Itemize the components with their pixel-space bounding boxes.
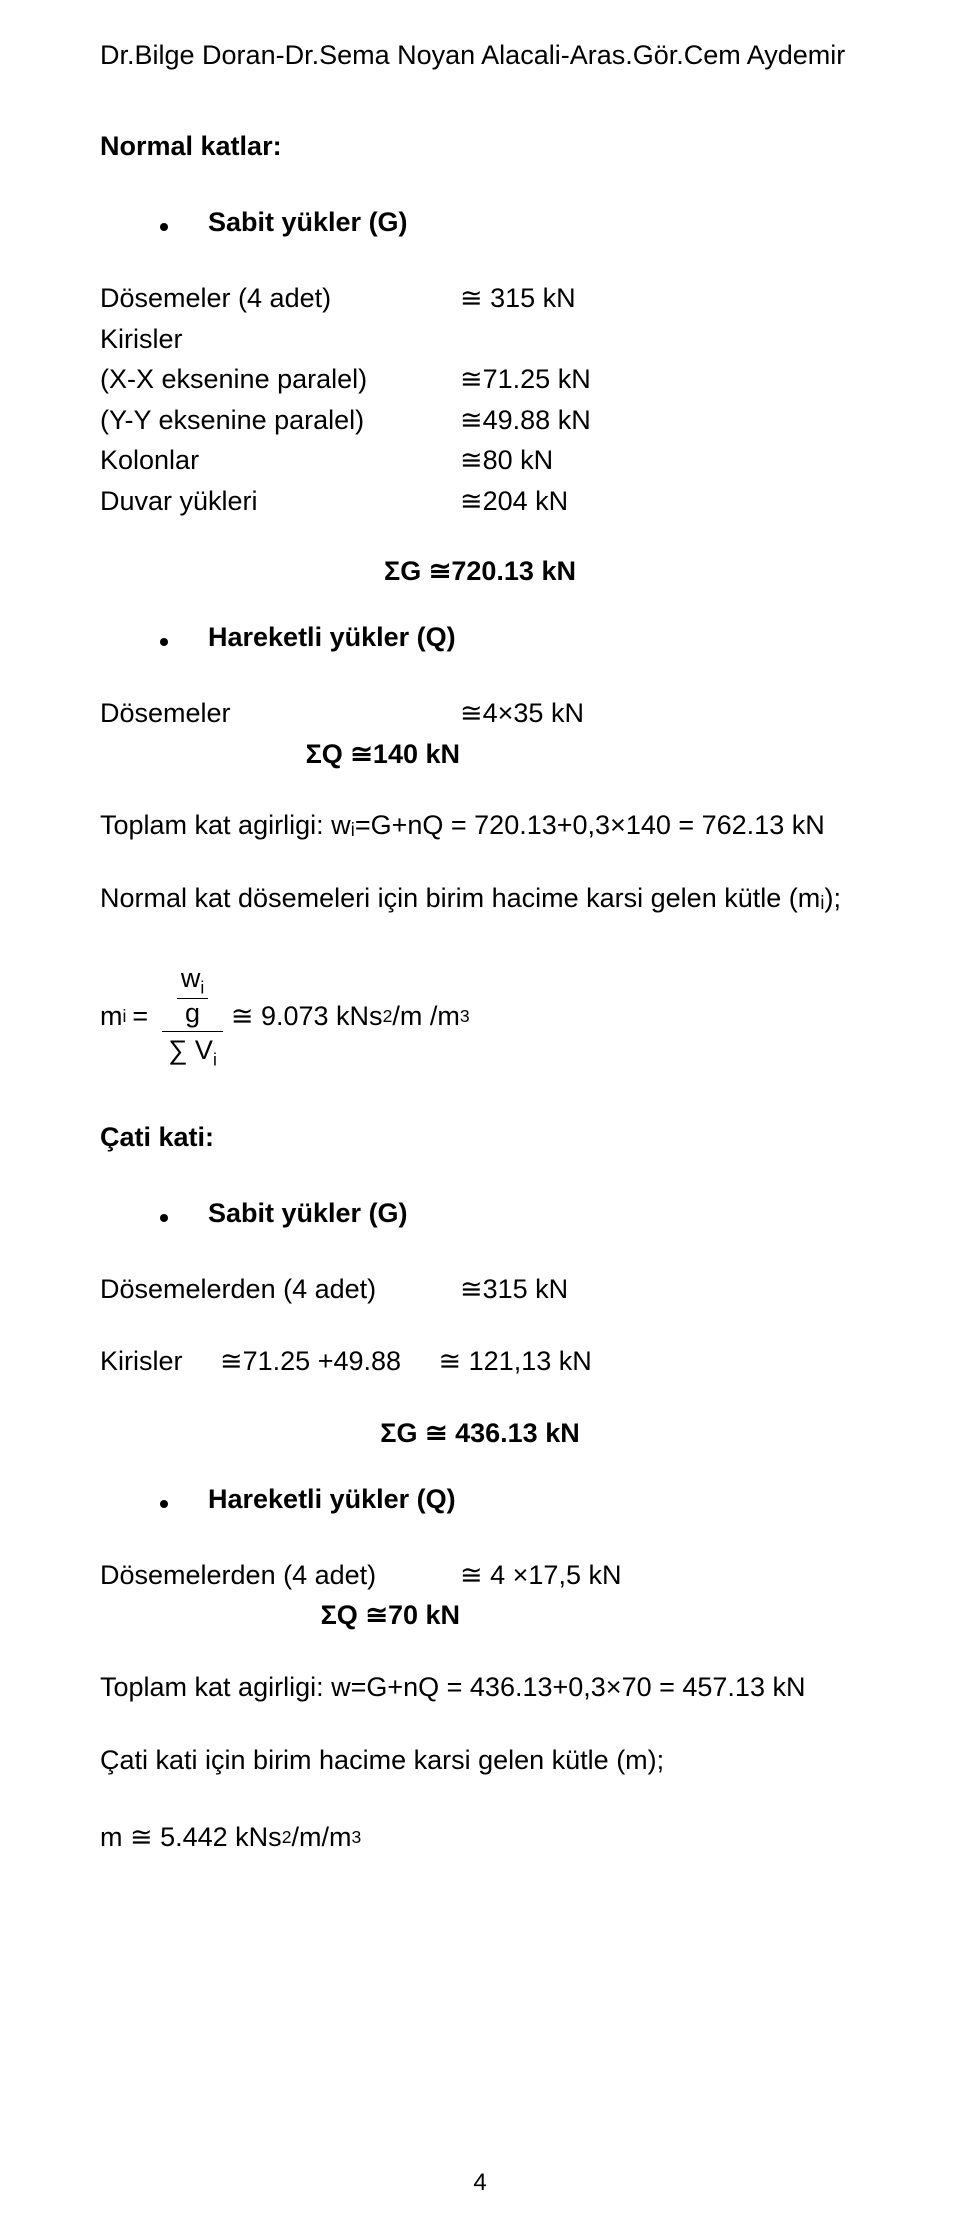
- normal-mass-intro: Normal kat dösemeleri için birim hacime …: [100, 877, 860, 920]
- sigma-g-cati-value: ΣG ≅ 436.13 kN: [380, 1418, 579, 1448]
- num-sub: i: [200, 978, 204, 998]
- row-label: ΣQ ≅140 kN: [100, 734, 500, 775]
- formula-lhs-sub: i: [123, 1006, 127, 1027]
- row-label: Kolonlar: [100, 440, 460, 481]
- table-row: ΣQ ≅140 kN: [100, 734, 860, 775]
- row-value: ≅ 4 ×17,5 kN: [460, 1555, 621, 1596]
- row-label: Dösemelerden (4 adet): [100, 1555, 460, 1596]
- hareketli-yukler-cati-label: Hareketli yükler (Q): [208, 1484, 456, 1515]
- table-row: Kolonlar ≅80 kN: [100, 440, 860, 481]
- formula-mid: /m /m: [392, 1001, 460, 1032]
- fraction-den: ∑ Vi: [162, 1032, 223, 1072]
- row-value: ≅315 kN: [460, 1269, 568, 1310]
- cati-toplam: Toplam kat agirligi: w=G+nQ = 436.13+0,3…: [100, 1666, 860, 1709]
- header-authors: Dr.Bilge Doran-Dr.Sema Noyan Alacali-Ara…: [100, 40, 860, 71]
- table-row: Kirisler: [100, 319, 860, 360]
- row-value: ≅49.88 kN: [460, 400, 591, 441]
- row-label: Dösemeler (4 adet): [100, 278, 460, 319]
- row-label: Dösemelerden (4 adet): [100, 1269, 460, 1310]
- row-value: ≅ 315 kN: [460, 278, 576, 319]
- cati-formula-lhs: m ≅ 5.442 kNs: [100, 1822, 282, 1853]
- sigma-g-cati: ΣG ≅ 436.13 kN: [100, 1418, 860, 1449]
- cati-formula-sup2: 3: [351, 1827, 361, 1848]
- fraction-num: wi g: [171, 960, 214, 1030]
- sabit-yukler-cati-label: Sabit yükler (G): [208, 1198, 408, 1229]
- table-row: Dösemelerden (4 adet) ≅ 4 ×17,5 kN: [100, 1555, 860, 1596]
- hareketli-yukler-label: Hareketli yükler (Q): [208, 622, 456, 653]
- bullet-sabit-cati: Sabit yükler (G): [160, 1198, 860, 1229]
- page-number: 4: [0, 2169, 960, 2197]
- cati-formula-mid: /m/m: [291, 1822, 351, 1853]
- row-label: Dösemeler: [100, 693, 460, 734]
- bullet-icon: [160, 1500, 168, 1508]
- table-row: Dösemelerden (4 adet) ≅315 kN: [100, 1269, 860, 1310]
- num-w: w: [181, 963, 201, 993]
- cati-q-table: Dösemelerden (4 adet) ≅ 4 ×17,5 kN ΣQ ≅7…: [100, 1555, 860, 1636]
- den-prefix: ∑ V: [168, 1035, 213, 1065]
- kirisler-line: Kirisler ≅71.25 +49.88 ≅ 121,13 kN: [100, 1340, 860, 1383]
- cati-formula-sup1: 2: [282, 1827, 292, 1848]
- row-value: ≅4×35 kN: [460, 693, 584, 734]
- inner-fraction: wi g: [177, 964, 208, 1028]
- bullet-sabit-normal: Sabit yükler (G): [160, 207, 860, 238]
- sabit-yukler-label: Sabit yükler (G): [208, 207, 408, 238]
- row-label: ΣQ ≅70 kN: [100, 1595, 500, 1636]
- formula-sup2: 3: [460, 1006, 470, 1027]
- formula-rhs: ≅ 9.073 kNs: [231, 1001, 383, 1032]
- table-row: ΣQ ≅70 kN: [100, 1595, 860, 1636]
- cati-kati-title: Çati kati:: [100, 1122, 860, 1153]
- formula-lhs-m: m: [100, 1001, 123, 1032]
- sigma-g-normal: ΣG ≅720.13 kN: [100, 556, 860, 587]
- normal-mass-formula: mi = wi g ∑ Vi ≅ 9.073 kNs2 /m /m3: [100, 960, 860, 1072]
- num-g: g: [181, 999, 204, 1029]
- table-row: (Y-Y eksenine paralel) ≅49.88 kN: [100, 400, 860, 441]
- page-container: Dr.Bilge Doran-Dr.Sema Noyan Alacali-Ara…: [0, 0, 960, 2227]
- row-label: (X-X eksenine paralel): [100, 359, 460, 400]
- row-label: (Y-Y eksenine paralel): [100, 400, 460, 441]
- cati-mass-intro: Çati kati için birim hacime karsi gelen …: [100, 1739, 860, 1782]
- formula-sup1: 2: [383, 1006, 393, 1027]
- normal-toplam: Toplam kat agirligi: wᵢ=G+nQ = 720.13+0,…: [100, 804, 860, 847]
- table-row: Dösemeler ≅4×35 kN: [100, 693, 860, 734]
- row-label: Kirisler: [100, 319, 460, 360]
- bullet-hareketli-normal: Hareketli yükler (Q): [160, 622, 860, 653]
- bullet-icon: [160, 1214, 168, 1222]
- den-sub: i: [213, 1049, 217, 1069]
- row-value: ≅80 kN: [460, 440, 553, 481]
- normal-sabit-table: Dösemeler (4 adet) ≅ 315 kN Kirisler (X-…: [100, 278, 860, 521]
- bullet-icon: [160, 223, 168, 231]
- fraction: wi g ∑ Vi: [162, 960, 223, 1072]
- row-label: Duvar yükleri: [100, 481, 460, 522]
- normal-katlar-title: Normal katlar:: [100, 131, 860, 162]
- bullet-icon: [160, 638, 168, 646]
- cati-sabit-table: Dösemelerden (4 adet) ≅315 kN: [100, 1269, 860, 1310]
- row-value: ≅204 kN: [460, 481, 568, 522]
- table-row: Dösemeler (4 adet) ≅ 315 kN: [100, 278, 860, 319]
- row-value: ≅71.25 kN: [460, 359, 591, 400]
- equals-sign: =: [132, 1001, 148, 1032]
- cati-mass-formula: m ≅ 5.442 kNs2 /m/m3: [100, 1822, 860, 1853]
- table-row: (X-X eksenine paralel) ≅71.25 kN: [100, 359, 860, 400]
- normal-q-table: Dösemeler ≅4×35 kN ΣQ ≅140 kN: [100, 693, 860, 774]
- table-row: Duvar yükleri ≅204 kN: [100, 481, 860, 522]
- bullet-hareketli-cati: Hareketli yükler (Q): [160, 1484, 860, 1515]
- sigma-g-value: ΣG ≅720.13 kN: [384, 556, 576, 586]
